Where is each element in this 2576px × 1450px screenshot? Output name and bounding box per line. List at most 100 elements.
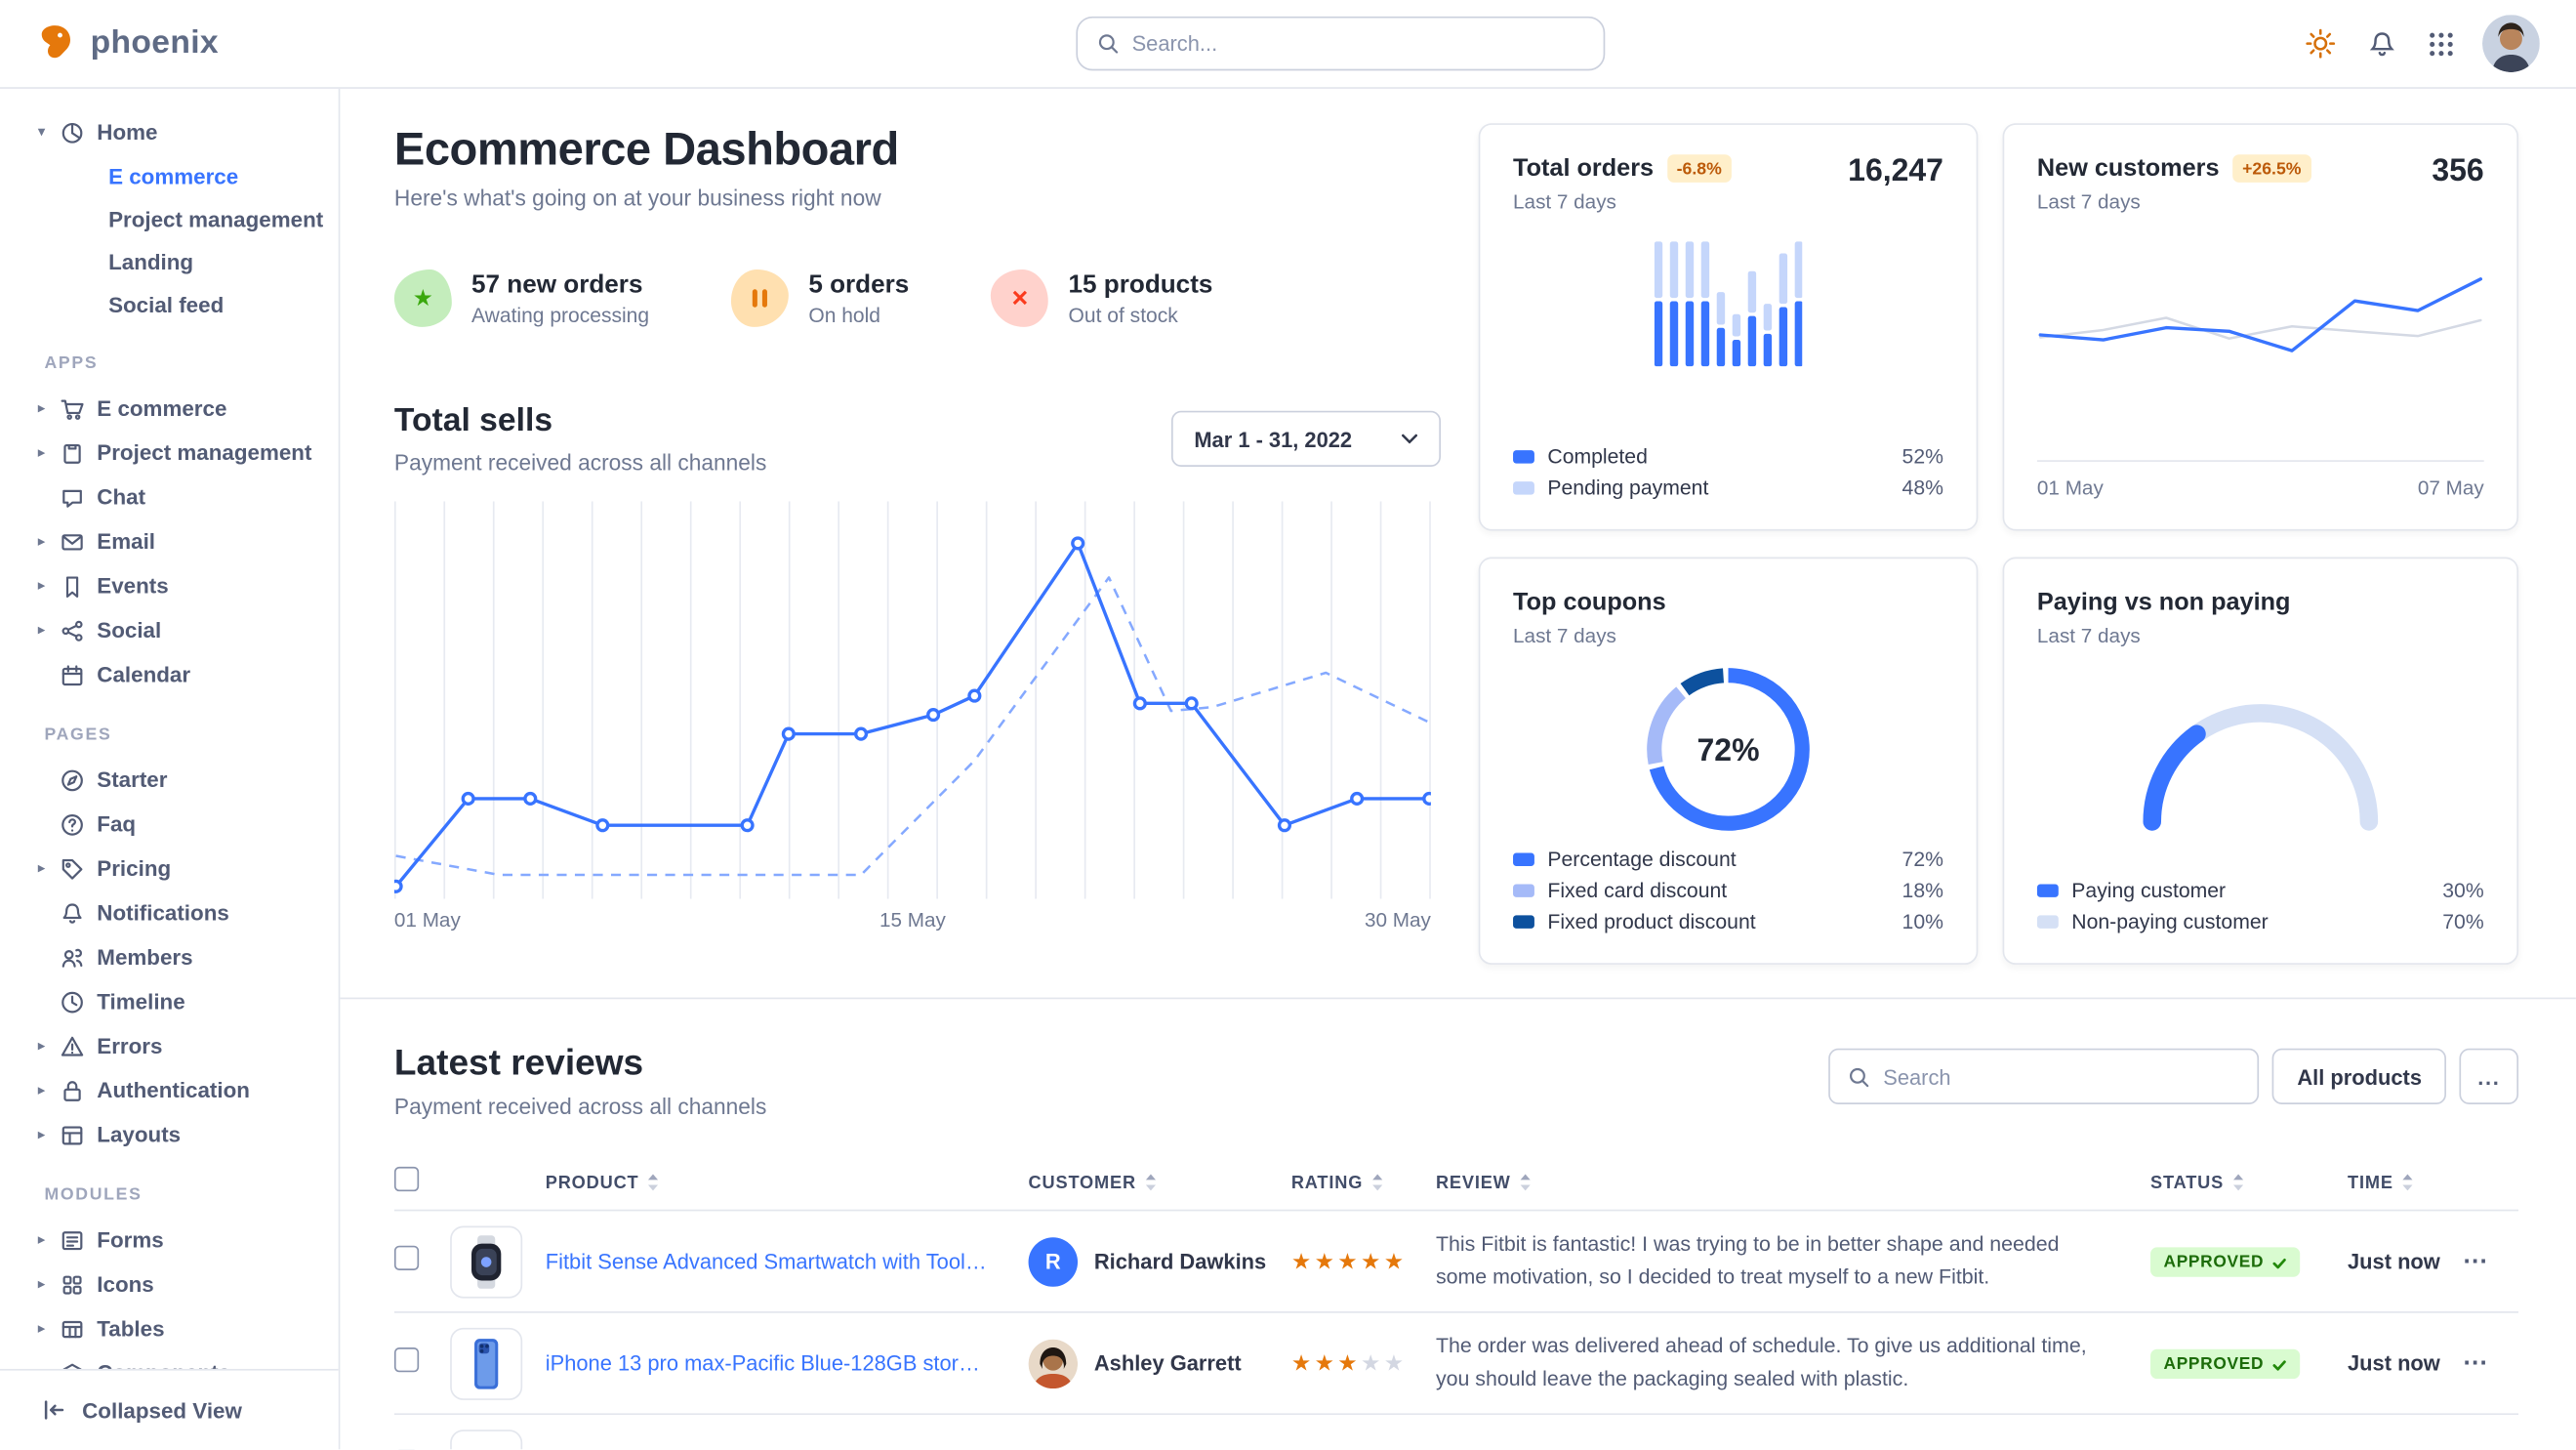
sidebar-item-notifications[interactable]: Notifications	[0, 891, 339, 934]
customer-name: Ashley Garrett	[1093, 1350, 1242, 1376]
top-coupons-period: Last 7 days	[1513, 624, 1616, 648]
sidebar-item-tables[interactable]: ▸ Tables	[0, 1306, 339, 1350]
legend-swatch	[1513, 450, 1534, 464]
product-link[interactable]: iPhone 13 pro max-Pacific Blue-128GB sto…	[545, 1350, 995, 1376]
collapse-sidebar-button[interactable]: Collapsed View	[0, 1368, 339, 1450]
caret-right-icon: ▸	[37, 1036, 46, 1054]
paying-card: Paying vs non paying Last 7 days Paying …	[2002, 557, 2519, 965]
brand-name: phoenix	[90, 24, 219, 62]
top-coupons-donut-chart: 72%	[1513, 664, 1943, 835]
caret-right-icon: ▸	[37, 1275, 46, 1292]
sidebar-item-faq[interactable]: Faq	[0, 802, 339, 846]
sidebar-item-members[interactable]: Members	[0, 935, 339, 979]
brand[interactable]: phoenix	[33, 21, 219, 65]
sidebar-item-authentication[interactable]: ▸ Authentication	[0, 1068, 339, 1112]
sidebar-item-project-management[interactable]: Project management	[108, 206, 324, 231]
row-checkbox[interactable]	[393, 1448, 420, 1450]
sidebar-item-errors[interactable]: ▸ Errors	[0, 1024, 339, 1068]
dashboard-cards: Total orders -6.8% Last 7 days 16,247 Co…	[1478, 123, 2519, 997]
pie-chart-icon	[60, 119, 86, 145]
reviews-more-button[interactable]: ...	[2459, 1048, 2519, 1104]
column-header-customer[interactable]: CUSTOMER	[1029, 1173, 1291, 1192]
layout-icon	[60, 1122, 86, 1148]
notifications-button[interactable]	[2364, 25, 2400, 62]
chat-icon	[60, 484, 86, 511]
global-search[interactable]	[1076, 16, 1606, 71]
reviews-table-header: PRODUCT CUSTOMER RATING REVIEW STATUS TI…	[393, 1155, 2519, 1212]
sidebar-item-chat[interactable]: Chat	[0, 475, 339, 518]
sidebar-item-label: Email	[97, 528, 156, 555]
sidebar-item-label: E commerce	[97, 395, 227, 421]
table-row	[393, 1415, 2518, 1450]
all-products-button[interactable]: All products	[2272, 1048, 2447, 1104]
sidebar-item-social[interactable]: ▸ Social	[0, 608, 339, 652]
review-time: Just now	[2348, 1350, 2440, 1376]
sidebar-item-e-commerce[interactable]: ▸ E commerce	[0, 387, 339, 431]
calendar-icon	[60, 661, 86, 687]
stat-caption: Awating processing	[471, 303, 650, 327]
table-row: iPhone 13 pro max-Pacific Blue-128GB sto…	[393, 1313, 2519, 1416]
date-range-select[interactable]: Mar 1 - 31, 2022	[1170, 410, 1441, 467]
user-avatar[interactable]	[2482, 15, 2540, 73]
sidebar-item-e-commerce[interactable]: E commerce	[108, 163, 239, 188]
product-thumbnail-smartwatch	[450, 1224, 523, 1298]
caret-right-icon: ▸	[37, 532, 46, 550]
total-sells-header: Total sells Payment received across all …	[394, 402, 1441, 475]
sidebar-item-forms[interactable]: ▸ Forms	[0, 1218, 339, 1262]
legend-label: Pending payment	[1547, 476, 1709, 500]
apps-menu-button[interactable]	[2425, 27, 2458, 61]
latest-reviews-subtitle: Payment received across all channels	[393, 1094, 767, 1120]
row-checkbox[interactable]	[393, 1244, 420, 1270]
sidebar-item-events[interactable]: ▸ Events	[0, 563, 339, 607]
sidebar-group-apps: APPS	[44, 352, 99, 374]
sidebar-item-social-feed[interactable]: Social feed	[108, 291, 225, 316]
product-link[interactable]: Fitbit Sense Advanced Smartwatch with To…	[545, 1249, 1018, 1274]
column-header-product[interactable]: PRODUCT	[546, 1173, 1029, 1192]
sidebar-group-modules: MODULES	[44, 1184, 143, 1205]
legend-swatch	[2036, 884, 2059, 897]
sidebar-item-email[interactable]: ▸ Email	[0, 519, 339, 563]
row-actions-button[interactable]: ⋯	[2462, 1348, 2488, 1378]
column-header-time[interactable]: TIME	[2348, 1173, 2463, 1192]
legend-row-fixed-card-discount: Fixed card discount 18%	[1513, 879, 1943, 902]
select-all-checkbox[interactable]	[393, 1166, 420, 1191]
sidebar-item-timeline[interactable]: Timeline	[0, 979, 339, 1023]
total-orders-value: 16,247	[1848, 154, 1943, 189]
rating-stars: ★★★★★	[1290, 1248, 1408, 1273]
caret-right-icon: ▸	[37, 398, 46, 416]
reviews-search-input[interactable]	[1883, 1063, 2240, 1089]
total-sells-title: Total sells	[393, 402, 553, 439]
sidebar-item-layouts[interactable]: ▸ Layouts	[0, 1112, 339, 1156]
sidebar-item-pricing[interactable]: ▸ Pricing	[0, 847, 339, 891]
column-header-review[interactable]: REVIEW	[1436, 1173, 2150, 1192]
global-search-input[interactable]	[1131, 30, 1584, 57]
date-range-value: Mar 1 - 31, 2022	[1194, 426, 1353, 451]
sidebar-item-calendar[interactable]: Calendar	[0, 652, 339, 696]
sidebar-nav: ▾ Home E commerce Project management Landi…	[0, 110, 339, 1395]
total-orders-title: Total orders	[1513, 154, 1655, 183]
legend-value: 72%	[1901, 848, 1943, 871]
column-header-status[interactable]: STATUS	[2150, 1173, 2348, 1192]
icons-grid-icon	[60, 1271, 86, 1298]
reviews-search[interactable]	[1828, 1048, 2260, 1104]
row-checkbox[interactable]	[393, 1346, 420, 1372]
navbar-actions	[2302, 15, 2540, 73]
mail-icon	[60, 528, 86, 555]
phoenix-logo-icon	[33, 21, 77, 65]
total-sells-chart	[388, 501, 1437, 899]
new-customers-value: 356	[2432, 154, 2484, 189]
reviews-toolbar: All products ...	[1828, 1048, 2519, 1104]
legend-row-fixed-product-discount: Fixed product discount 10%	[1513, 910, 1943, 933]
stat-15-products: × 15 products Out of stock	[991, 269, 1212, 327]
sidebar-item-landing[interactable]: Landing	[108, 248, 194, 274]
legend-row-pending-payment: Pending payment 48%	[1513, 476, 1943, 500]
theme-toggle-button[interactable]	[2302, 24, 2340, 62]
sidebar-item-project-management[interactable]: ▸ Project management	[0, 431, 339, 475]
row-actions-button[interactable]: ⋯	[2462, 1247, 2488, 1276]
sidebar-item-icons[interactable]: ▸ Icons	[0, 1263, 339, 1306]
sidebar-item-home[interactable]: ▾ Home	[0, 110, 339, 154]
legend-value: 70%	[2442, 910, 2484, 933]
dashboard-left-column: Ecommerce Dashboard Here's what's going …	[388, 123, 1441, 997]
column-header-rating[interactable]: RATING	[1291, 1173, 1436, 1192]
sidebar-item-starter[interactable]: Starter	[0, 758, 339, 802]
